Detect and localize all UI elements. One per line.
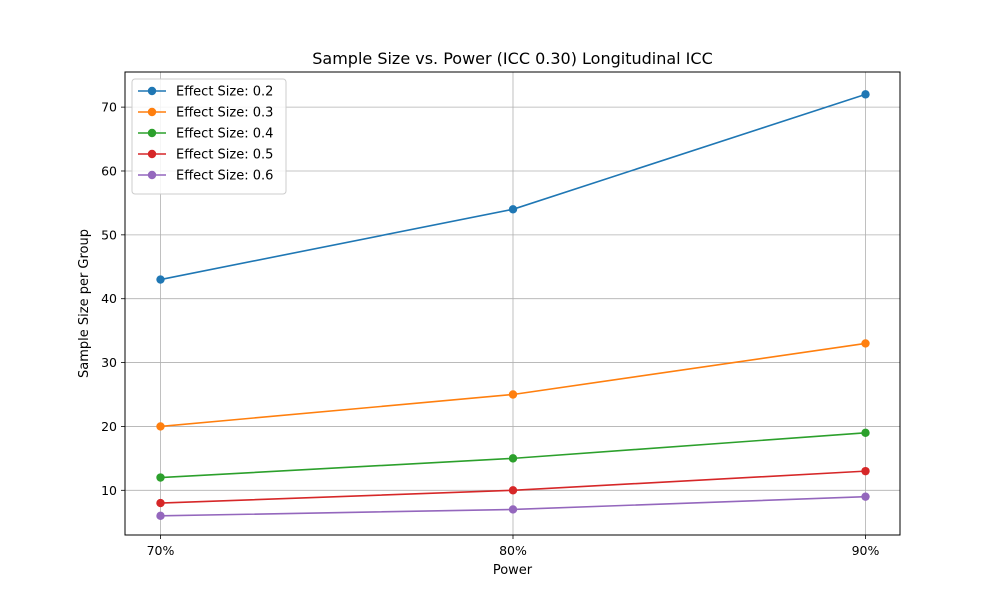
data-point [861, 466, 870, 476]
series-4 [156, 466, 870, 508]
y-axis: 10 20 30 40 50 60 70 [101, 100, 125, 498]
legend-swatch-marker [147, 128, 157, 138]
legend-label: Effect Size: 0.3 [176, 106, 273, 121]
data-point [508, 205, 518, 214]
legend-swatch-marker [147, 86, 157, 96]
x-tick-label: 70% [147, 543, 175, 558]
series-lines [156, 90, 870, 521]
data-point [156, 498, 165, 508]
legend-label: Effect Size: 0.6 [176, 169, 273, 184]
data-point [156, 275, 165, 284]
y-tick-label: 30 [101, 355, 117, 370]
data-point [508, 505, 518, 514]
legend-box [131, 78, 287, 195]
y-tick-label: 50 [101, 227, 117, 242]
data-point [861, 492, 870, 501]
data-point [508, 390, 518, 399]
series-3 [156, 428, 870, 482]
y-tick-label: 60 [101, 163, 117, 178]
legend-swatch-marker [147, 170, 157, 180]
y-axis-label: Sample Size per Group [77, 229, 92, 378]
y-tick-label: 70 [101, 100, 117, 115]
legend-item: Effect Size: 0.4 [138, 127, 273, 142]
data-point [156, 511, 165, 521]
legend-label: Effect Size: 0.5 [176, 148, 273, 163]
x-tick-label: 90% [852, 543, 880, 558]
legend-label: Effect Size: 0.4 [176, 127, 273, 142]
grid-lines [125, 72, 900, 535]
x-tick-label: 80% [499, 543, 527, 558]
legend-item: Effect Size: 0.6 [138, 169, 273, 184]
data-point [861, 339, 870, 348]
plot-frame [124, 71, 901, 536]
y-tick-label: 10 [101, 483, 117, 498]
legend-item: Effect Size: 0.3 [138, 106, 273, 121]
series-5 [156, 492, 870, 521]
data-point [861, 428, 870, 438]
legend: Effect Size: 0.2 Effect Size: 0.3 Effect S… [131, 78, 287, 195]
data-point [508, 486, 518, 495]
legend-swatch-marker [147, 149, 157, 159]
series-1 [156, 90, 870, 284]
x-axis-label: Power [493, 563, 533, 578]
y-tick-label: 20 [101, 419, 117, 434]
data-point [156, 473, 165, 482]
data-point [861, 90, 870, 99]
x-axis: 70% 80% 90% [147, 535, 880, 558]
legend-item: Effect Size: 0.5 [138, 148, 273, 163]
legend-item: Effect Size: 0.2 [138, 85, 273, 100]
legend-swatch-marker [147, 107, 157, 117]
series-2 [156, 339, 870, 431]
data-point [508, 454, 518, 463]
data-point [156, 422, 165, 431]
y-tick-label: 40 [101, 291, 117, 306]
chart-title: Sample Size vs. Power (ICC 0.30) Longitu… [312, 49, 713, 68]
legend-label: Effect Size: 0.2 [176, 85, 273, 100]
